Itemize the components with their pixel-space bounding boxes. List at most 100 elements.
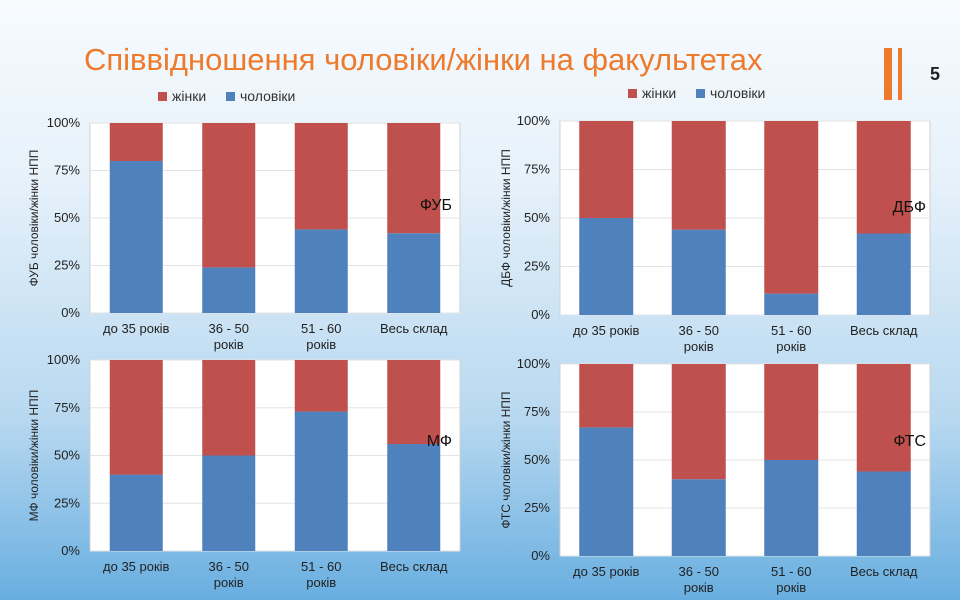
- x-tick-label: 51 - 60: [771, 323, 811, 338]
- x-tick-label: 36 - 50: [209, 321, 249, 336]
- x-tick-label: 36 - 50: [679, 323, 719, 338]
- chart-3: 0%25%50%75%100%до 35 років 36 - 50років51…: [27, 352, 461, 590]
- x-tick-label: до 35 років: [573, 564, 640, 579]
- bar-segment-men: [764, 460, 819, 556]
- page-number: 5: [930, 64, 941, 84]
- page-number-bar: [884, 48, 892, 100]
- page-number-bar-thin: [898, 48, 902, 100]
- x-tick-label: 36 - 50: [209, 559, 249, 574]
- y-tick-label: 0%: [531, 548, 550, 563]
- bar-segment-men: [856, 471, 911, 556]
- bar-segment-women: [764, 364, 819, 460]
- x-tick-label: 36 - 50: [679, 564, 719, 579]
- bar-segment-women: [109, 123, 163, 161]
- x-tick-label: до 35 років: [573, 323, 640, 338]
- x-tick-label: Весь склад: [850, 564, 918, 579]
- x-tick-label: Весь склад: [380, 321, 448, 336]
- y-tick-label: 25%: [54, 258, 80, 273]
- bar-segment-men: [671, 229, 726, 315]
- x-tick-label: до 35 років: [103, 559, 170, 574]
- faculty-label: ФТС: [893, 433, 926, 450]
- y-tick-label: 75%: [524, 162, 550, 177]
- y-tick-label: 0%: [61, 305, 80, 320]
- bar-segment-women: [579, 121, 634, 218]
- x-tick-label: років: [684, 339, 714, 354]
- bar-segment-men: [579, 427, 634, 556]
- bar-segment-women: [856, 364, 911, 472]
- page-title: Співвідношення чоловіки/жінки на факульт…: [84, 42, 763, 77]
- bar-segment-women: [294, 123, 348, 230]
- y-tick-label: 25%: [54, 495, 80, 510]
- x-tick-label: років: [214, 575, 244, 590]
- y-tick-label: 25%: [524, 500, 550, 515]
- x-tick-label: 51 - 60: [771, 564, 811, 579]
- y-axis-label: ФТС чоловіки/жінки НПП: [499, 391, 513, 528]
- y-tick-label: 25%: [524, 259, 550, 274]
- bar-segment-men: [764, 293, 819, 315]
- y-tick-label: 50%: [524, 452, 550, 467]
- x-tick-label: років: [684, 580, 714, 595]
- bar-segment-women: [856, 121, 911, 234]
- bar-segment-men: [856, 233, 911, 315]
- bar-segment-women: [579, 364, 634, 428]
- x-tick-label: років: [306, 337, 336, 352]
- y-tick-label: 100%: [517, 113, 551, 128]
- bar-segment-men: [387, 233, 441, 313]
- bar-segment-women: [671, 364, 726, 480]
- legend-label: жінки: [172, 88, 206, 104]
- y-tick-label: 100%: [47, 115, 81, 130]
- y-tick-label: 50%: [54, 448, 80, 463]
- x-tick-label: років: [776, 339, 806, 354]
- bar-segment-women: [294, 360, 348, 412]
- bar-segment-women: [202, 360, 256, 456]
- faculty-label: ФУБ: [420, 197, 452, 214]
- x-tick-label: Весь склад: [850, 323, 918, 338]
- legend-label: жінки: [642, 85, 676, 101]
- x-tick-label: Весь склад: [380, 559, 448, 574]
- legend-swatch: [226, 92, 235, 101]
- bar-segment-women: [109, 360, 163, 475]
- y-tick-label: 75%: [524, 404, 550, 419]
- y-tick-label: 50%: [524, 210, 550, 225]
- faculty-label: ДБФ: [893, 199, 926, 216]
- bar-segment-men: [202, 267, 256, 313]
- legend-swatch: [628, 89, 637, 98]
- bar-segment-men: [579, 218, 634, 315]
- x-tick-label: років: [214, 337, 244, 352]
- y-axis-label: ДБФ чоловіки/жінки НПП: [499, 149, 513, 287]
- y-axis-label: ФУБ чоловіки/жінки НПП: [27, 150, 41, 287]
- chart-1: 0%25%50%75%100%до 35 років 36 - 50років51…: [27, 88, 461, 352]
- x-tick-label: років: [306, 575, 336, 590]
- y-tick-label: 100%: [47, 352, 81, 367]
- y-tick-label: 100%: [517, 356, 551, 371]
- bar-segment-men: [294, 411, 348, 551]
- y-tick-label: 50%: [54, 210, 80, 225]
- bar-segment-women: [387, 360, 441, 445]
- y-tick-label: 0%: [61, 543, 80, 558]
- faculty-label: МФ: [427, 433, 452, 450]
- chart-4: 0%25%50%75%100%до 35 років 36 - 50років51…: [499, 356, 931, 595]
- legend-label: чоловіки: [710, 85, 765, 101]
- legend-swatch: [158, 92, 167, 101]
- y-tick-label: 75%: [54, 400, 80, 415]
- y-tick-label: 75%: [54, 163, 80, 178]
- bar-segment-men: [387, 444, 441, 551]
- bar-segment-women: [387, 123, 441, 234]
- chart-2: 0%25%50%75%100%до 35 років 36 - 50років51…: [499, 85, 931, 354]
- bar-segment-men: [109, 474, 163, 551]
- x-tick-label: до 35 років: [103, 321, 170, 336]
- bar-segment-women: [202, 123, 256, 268]
- y-axis-label: МФ чоловіки/жінки НПП: [27, 390, 41, 522]
- bar-segment-men: [294, 229, 348, 313]
- x-tick-label: 51 - 60: [301, 321, 341, 336]
- x-tick-label: 51 - 60: [301, 559, 341, 574]
- bar-segment-men: [109, 161, 163, 313]
- y-tick-label: 0%: [531, 307, 550, 322]
- legend-label: чоловіки: [240, 88, 295, 104]
- legend-swatch: [696, 89, 705, 98]
- bar-segment-men: [202, 455, 256, 551]
- bar-segment-women: [764, 121, 819, 294]
- bar-segment-women: [671, 121, 726, 230]
- x-tick-label: років: [776, 580, 806, 595]
